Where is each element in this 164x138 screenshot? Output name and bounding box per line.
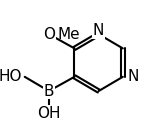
Text: B: B — [44, 83, 54, 99]
Text: O: O — [43, 27, 55, 42]
Text: O: O — [43, 27, 55, 42]
Text: N: N — [93, 23, 104, 39]
Text: OH: OH — [37, 106, 61, 121]
Text: HO: HO — [0, 69, 22, 84]
Text: Me: Me — [57, 27, 80, 42]
Text: N: N — [127, 69, 138, 84]
